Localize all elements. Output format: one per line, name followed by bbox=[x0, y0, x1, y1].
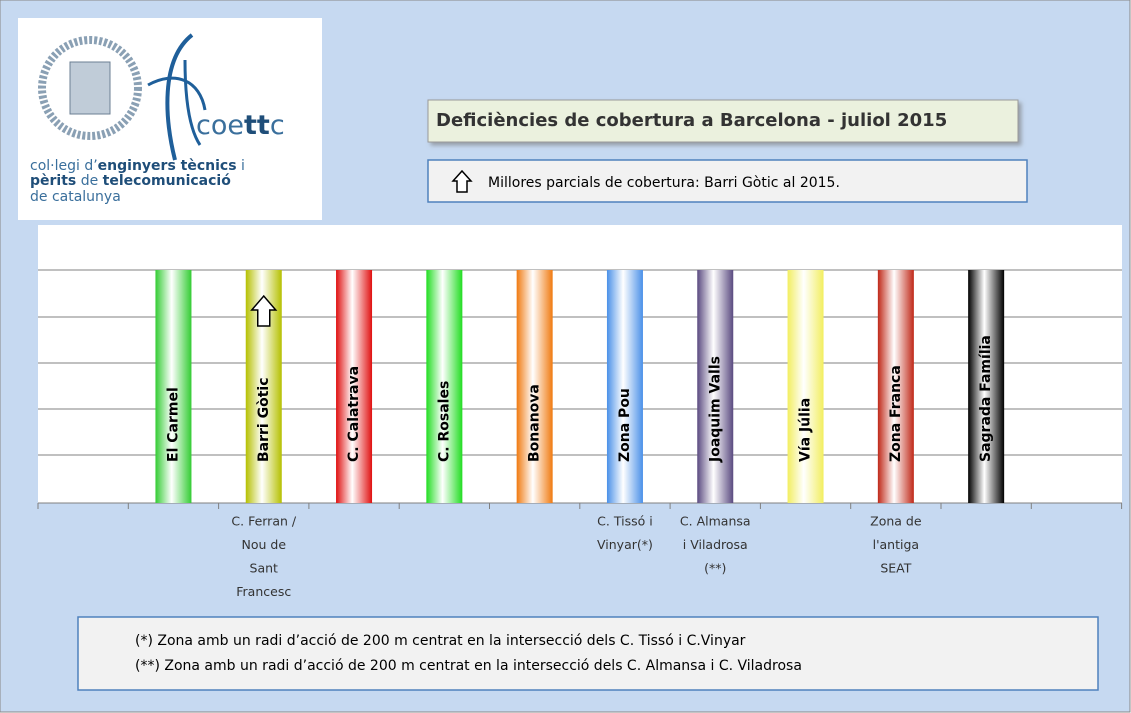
column-sublabel: C. Ferran / bbox=[231, 514, 296, 529]
logo-line: pèrits de telecomunicació bbox=[30, 173, 231, 189]
column bbox=[516, 270, 553, 503]
column-sublabel: (**) bbox=[704, 561, 726, 576]
note: (**) Zona amb un radi d’acció de 200 m c… bbox=[135, 658, 802, 674]
crest-shield bbox=[69, 61, 111, 115]
column-label: Sagrada Família bbox=[978, 335, 994, 462]
column bbox=[877, 270, 914, 503]
column-label: C. Calatrava bbox=[346, 366, 362, 462]
logo-part: telecomunicació bbox=[103, 173, 232, 189]
logo: coettc col·legi d’enginyers tècnics i pè… bbox=[18, 18, 322, 220]
logo-part: pèrits bbox=[30, 173, 76, 189]
column-sublabel: l'antiga bbox=[873, 537, 919, 552]
column-sublabel: Francesc bbox=[236, 584, 291, 599]
column-sublabel: Zona de bbox=[870, 514, 922, 529]
column-sublabel: Nou de bbox=[241, 537, 286, 552]
column bbox=[155, 270, 192, 503]
column bbox=[606, 270, 643, 503]
logo-part: enginyers tècnics bbox=[98, 158, 237, 174]
logo-part: de catalunya bbox=[30, 189, 121, 205]
brand-part: tt bbox=[244, 110, 270, 141]
column-sublabel: Sant bbox=[250, 561, 279, 576]
column-label: El Carmel bbox=[165, 387, 181, 462]
legend-arrow bbox=[451, 169, 473, 193]
column bbox=[336, 270, 373, 503]
title-box bbox=[427, 99, 1019, 143]
column-label: C. Rosales bbox=[436, 381, 452, 462]
column bbox=[968, 270, 1005, 503]
note: (*) Zona amb un radi d’acció de 200 m ce… bbox=[135, 633, 746, 649]
legend-text: Millores parcials de cobertura: Barri Gò… bbox=[488, 175, 840, 191]
logo-part: de bbox=[76, 173, 102, 189]
column-label: Zona Franca bbox=[888, 365, 904, 462]
logo-line: col·legi d’enginyers tècnics i bbox=[30, 158, 245, 174]
column-label: Vía Júlia bbox=[798, 398, 814, 462]
brand: coettc bbox=[196, 110, 285, 141]
improvement-arrow bbox=[250, 294, 278, 327]
brand-part: coe bbox=[196, 110, 244, 141]
column bbox=[697, 270, 734, 503]
column-sublabel: C. Almansa bbox=[680, 514, 751, 529]
column-sublabel: SEAT bbox=[880, 561, 911, 576]
legend-box bbox=[427, 159, 1028, 203]
logo-part: i bbox=[237, 158, 245, 174]
column-label: Zona Pou bbox=[617, 388, 633, 462]
crest bbox=[38, 36, 142, 140]
column bbox=[426, 270, 463, 503]
logo-line: de catalunya bbox=[30, 189, 121, 205]
chart: El Carmel Barri Gòtic C. Ferran / Nou de San… bbox=[37, 225, 1123, 599]
column bbox=[787, 270, 824, 503]
column-sublabel: Vinyar(*) bbox=[597, 537, 653, 552]
column-label: Joaquim Valls bbox=[707, 356, 723, 463]
notes-box bbox=[77, 616, 1099, 691]
column-label: Bonanova bbox=[527, 384, 543, 462]
plot-area bbox=[38, 225, 1122, 503]
column-label: Barri Gòtic bbox=[256, 378, 272, 463]
column-sublabel: i Viladrosa bbox=[683, 537, 748, 552]
logo-curve bbox=[165, 33, 194, 161]
logo-part: col·legi d’ bbox=[30, 158, 98, 174]
title: Deficiències de cobertura a Barcelona - … bbox=[436, 110, 947, 131]
column-sublabel: C. Tissó i bbox=[597, 514, 653, 529]
brand-part: c bbox=[270, 110, 285, 141]
logo-curve bbox=[147, 59, 207, 146]
